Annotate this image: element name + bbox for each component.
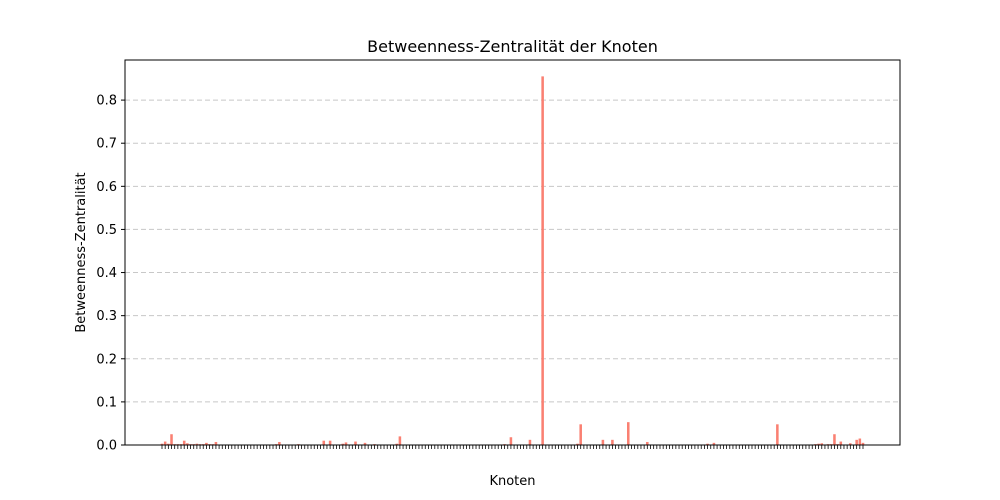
bar	[776, 424, 779, 445]
x-ticks	[161, 445, 864, 449]
bar	[541, 76, 544, 445]
bar	[858, 438, 862, 445]
y-tick-label: 0.4	[96, 266, 117, 281]
bar	[278, 441, 281, 445]
bar	[855, 439, 858, 445]
y-tick-label: 0.8	[96, 94, 117, 109]
y-tick-label: 0.5	[96, 223, 117, 238]
bar	[839, 441, 843, 445]
bar	[186, 443, 189, 445]
y-tick-label: 0.0	[96, 439, 117, 454]
y-tick-label: 0.1	[96, 395, 117, 410]
y-tick-label: 0.3	[96, 309, 117, 324]
bar	[627, 422, 630, 445]
bar	[170, 434, 173, 445]
bar	[354, 441, 357, 445]
bar	[341, 443, 345, 445]
bar	[363, 442, 367, 445]
bar	[395, 443, 398, 445]
bar	[817, 443, 820, 445]
bar	[706, 443, 709, 445]
bar	[646, 441, 649, 445]
bar	[328, 440, 332, 445]
chart-title: Betweenness-Zentralität der Knoten	[367, 37, 658, 56]
bar	[344, 442, 348, 445]
bar	[182, 440, 186, 445]
bar	[861, 442, 865, 445]
bar	[322, 440, 326, 445]
bar	[160, 443, 164, 445]
bar	[167, 443, 170, 445]
bar	[205, 442, 208, 445]
y-tick-label: 0.7	[96, 137, 117, 152]
bar	[528, 439, 532, 445]
bar	[163, 441, 167, 445]
bar	[611, 439, 614, 445]
x-axis-label: Knoten	[489, 474, 535, 489]
bar	[398, 436, 402, 445]
bar	[509, 437, 513, 445]
bar	[579, 424, 582, 445]
bar	[195, 443, 199, 445]
bar	[601, 439, 605, 445]
bar	[712, 442, 716, 445]
y-tick-label: 0.6	[96, 180, 117, 195]
bar	[576, 443, 579, 445]
gridlines	[125, 99, 900, 446]
bar	[849, 443, 852, 445]
plot-frame	[124, 59, 901, 446]
bar	[833, 434, 836, 445]
y-axis-ticks: 0.0 0.1 0.2 0.3 0.4 0.5 0.6 0.7 0.8	[96, 94, 125, 454]
bar	[214, 441, 218, 445]
bar	[820, 443, 824, 445]
y-axis-label: Betweenness-Zentralität	[74, 172, 89, 332]
y-tick-label: 0.2	[96, 352, 117, 367]
